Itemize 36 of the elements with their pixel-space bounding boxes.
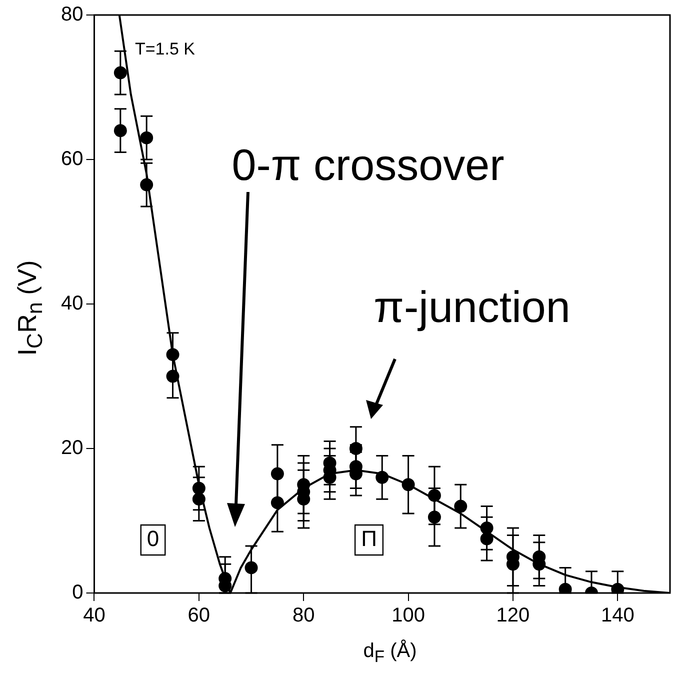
y-tick-label: 20: [60, 437, 84, 460]
y-tick-label: 40: [60, 292, 84, 315]
annotation: π-junction: [374, 283, 570, 332]
point: [140, 131, 154, 144]
point: [192, 482, 206, 495]
point: [402, 478, 415, 492]
point: [140, 178, 154, 192]
annotation: T=1.5 K: [134, 40, 196, 59]
point: [192, 492, 206, 506]
x-tick-label: 40: [83, 604, 106, 627]
point: [114, 66, 127, 80]
point: [166, 370, 180, 383]
x-tick-label: 100: [392, 604, 425, 627]
point: [428, 488, 441, 502]
x-tick-label: 60: [188, 604, 210, 627]
y-tick-label: 0: [72, 582, 84, 604]
point: [376, 470, 389, 484]
point: [428, 510, 441, 524]
point: [166, 348, 180, 362]
point: [454, 500, 468, 513]
point: [480, 521, 494, 534]
annotation: 0: [146, 526, 160, 552]
point: [480, 532, 494, 546]
point: [349, 442, 362, 455]
x-tick-label: 140: [600, 604, 634, 627]
x-tick-label: 80: [292, 604, 315, 627]
annotation: Π: [361, 526, 377, 552]
x-tick-label: 120: [496, 604, 530, 627]
y-tick-label: 80: [60, 4, 84, 26]
y-tick-label: 60: [60, 148, 84, 170]
x-axis-title: d$_{F}$ (Å): [363, 640, 417, 667]
point: [270, 496, 284, 510]
point: [244, 561, 258, 574]
point: [114, 124, 127, 138]
point: [270, 467, 284, 480]
annotation: 0-π crossover: [232, 141, 504, 190]
